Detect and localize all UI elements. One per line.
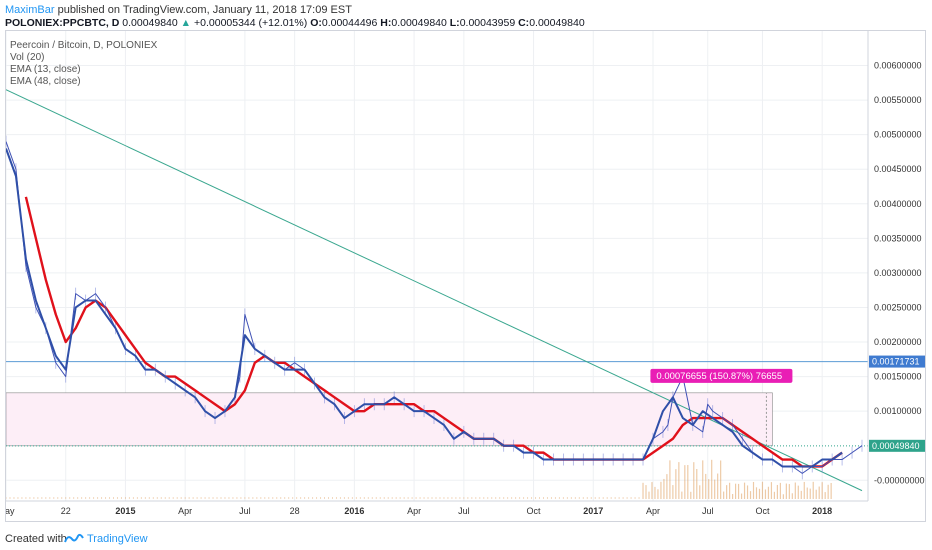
tradingview-logo-icon[interactable] <box>64 532 84 544</box>
close-value: 0.00049840 <box>529 17 585 29</box>
bottom-bar: Created with TradingView <box>0 525 932 550</box>
y-tick-label: 0.00250000 <box>874 302 922 312</box>
chart-legend: Peercoin / Bitcoin, D, POLONIEX Vol (20)… <box>10 40 157 88</box>
hline-price-tag-bg <box>869 355 925 368</box>
close-label: C: <box>518 17 530 29</box>
measure-label-bg <box>650 368 793 383</box>
x-tick-label: Apr <box>646 506 660 516</box>
y-tick-label: 0.00200000 <box>874 337 922 347</box>
author-link[interactable]: MaximBar <box>5 4 55 16</box>
x-tick-label: 2017 <box>583 506 603 516</box>
y-tick-label: 0.00150000 <box>874 372 922 382</box>
y-tick-label: 0.00300000 <box>874 268 922 278</box>
y-tick-label: 0.00400000 <box>874 199 922 209</box>
published-text: published on TradingView.com, January 11… <box>57 4 352 16</box>
y-tick-label: 0.00350000 <box>874 233 922 243</box>
y-tick-label: 0.00600000 <box>874 61 922 71</box>
x-tick-label: Oct <box>527 506 542 516</box>
axis-layer: 0.00600000 0.00550000 0.00500000 0.00450000… <box>6 31 925 516</box>
x-tick-label: Oct <box>755 506 770 516</box>
y-tick-label: 0.00450000 <box>874 164 922 174</box>
series-layer <box>6 135 863 480</box>
symbol-label: POLONIEX:PPCBTC, D <box>5 17 120 29</box>
low-label: L: <box>449 17 460 29</box>
tag-layer: 0.00171731 0.00049840 0.00076655 (150.87%)… <box>650 355 925 452</box>
publish-line: MaximBar published on TradingView.com, J… <box>5 4 352 16</box>
high-value: 0.00049840 <box>391 17 447 29</box>
tradingview-brand[interactable]: TradingView <box>87 533 148 545</box>
legend-ema13[interactable]: EMA (13, close) <box>10 64 81 75</box>
last-price-tag-bg <box>869 439 925 452</box>
chart-frame[interactable]: 0.00600000 0.00550000 0.00500000 0.00450000… <box>5 30 926 522</box>
top-bar: MaximBar published on TradingView.com, J… <box>0 0 932 30</box>
y-tick-label: 0.00500000 <box>874 130 922 140</box>
y-tick-label: 0.00100000 <box>874 406 922 416</box>
x-tick-label: 2015 <box>115 506 135 516</box>
legend-title: Peercoin / Bitcoin, D, POLONIEX <box>10 40 158 51</box>
legend-ema48[interactable]: EMA (48, close) <box>10 76 81 87</box>
measure-label: 0.00076655 (150.87%) 76655 <box>656 371 782 382</box>
x-tick-label: 28 <box>290 506 300 516</box>
x-tick-label: 2018 <box>812 506 832 516</box>
last-price-tag: 0.00049840 <box>872 441 920 451</box>
x-tick-label: Jul <box>239 506 251 516</box>
x-tick-label: May <box>6 506 15 516</box>
x-tick-label: 2016 <box>344 506 364 516</box>
open-label: O: <box>310 17 322 29</box>
x-tick-label: 22 <box>61 506 71 516</box>
x-tick-label: Jul <box>458 506 470 516</box>
y-tick-label: -0.00000000 <box>874 475 925 485</box>
open-value: 0.00044496 <box>321 17 378 29</box>
y-tick-label: 0.00550000 <box>874 95 922 105</box>
hline-price-tag: 0.00171731 <box>872 357 920 367</box>
high-label: H: <box>380 17 392 29</box>
change-value: +0.00005344 (+12.01%) <box>194 17 308 29</box>
last-value: 0.00049840 <box>122 17 178 29</box>
change-arrow-icon: ▲ <box>180 17 192 29</box>
low-value: 0.00043959 <box>459 17 516 29</box>
ema13-line <box>6 148 843 468</box>
x-tick-label: Apr <box>407 506 421 516</box>
x-tick-label: Jul <box>702 506 714 516</box>
created-with-text: Created with <box>5 533 67 545</box>
chart-svg[interactable]: 0.00600000 0.00550000 0.00500000 0.00450000… <box>6 31 927 523</box>
x-tick-label: Apr <box>178 506 192 516</box>
ohlc-line: POLONIEX:PPCBTC, D 0.00049840 ▲ +0.00005… <box>5 17 585 29</box>
volume-layer <box>6 459 832 499</box>
legend-vol[interactable]: Vol (20) <box>10 52 45 63</box>
